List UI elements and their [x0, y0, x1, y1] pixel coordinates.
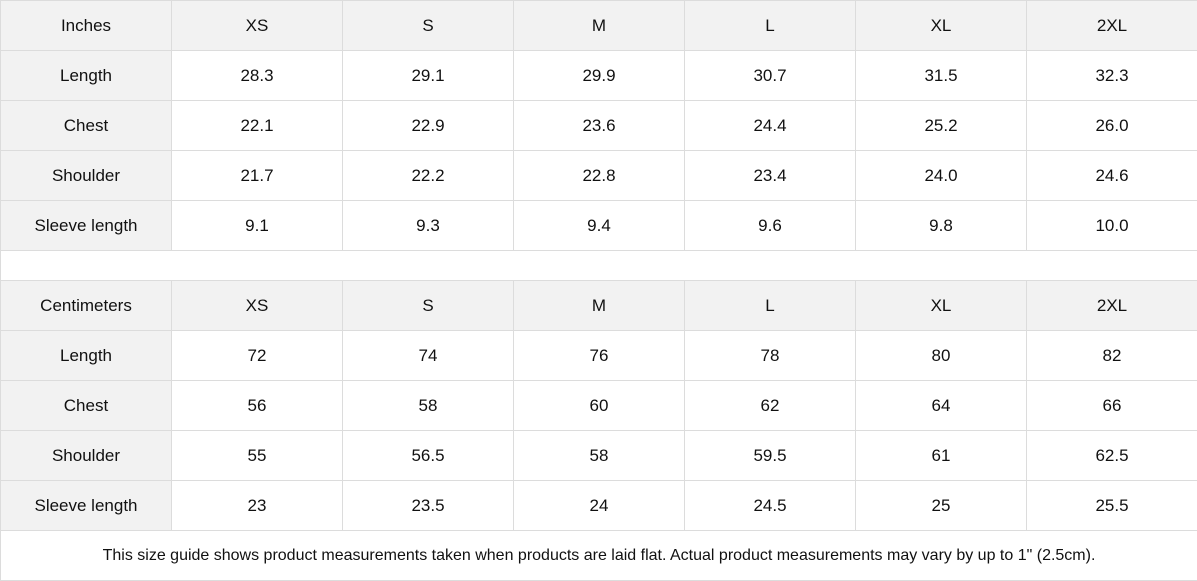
measurement-value: 24 — [514, 481, 685, 531]
measurement-value: 60 — [514, 381, 685, 431]
footnote-row: This size guide shows product measuremen… — [1, 531, 1197, 581]
measurement-value: 64 — [856, 381, 1027, 431]
measurement-value: 82 — [1027, 331, 1197, 381]
measurement-label: Shoulder — [1, 151, 172, 201]
size-header: M — [514, 281, 685, 331]
measurement-value: 24.4 — [685, 101, 856, 151]
measurement-value: 28.3 — [172, 51, 343, 101]
measurement-label: Chest — [1, 381, 172, 431]
measurement-value: 29.1 — [343, 51, 514, 101]
measurement-value: 30.7 — [685, 51, 856, 101]
measurement-value: 24.0 — [856, 151, 1027, 201]
size-header: M — [514, 1, 685, 51]
size-header: XS — [172, 281, 343, 331]
measurement-value: 59.5 — [685, 431, 856, 481]
measurement-label: Length — [1, 51, 172, 101]
measurement-value: 26.0 — [1027, 101, 1197, 151]
measurement-value: 29.9 — [514, 51, 685, 101]
measurement-value: 22.1 — [172, 101, 343, 151]
measurement-value: 25 — [856, 481, 1027, 531]
measurement-value: 10.0 — [1027, 201, 1197, 251]
size-header: L — [685, 1, 856, 51]
measurement-value: 72 — [172, 331, 343, 381]
measurement-value: 24.6 — [1027, 151, 1197, 201]
measurement-value: 55 — [172, 431, 343, 481]
measurement-value: 25.2 — [856, 101, 1027, 151]
measurement-value: 23.6 — [514, 101, 685, 151]
measurement-value: 21.7 — [172, 151, 343, 201]
measurement-label: Shoulder — [1, 431, 172, 481]
measurement-value: 9.8 — [856, 201, 1027, 251]
measurement-value: 62 — [685, 381, 856, 431]
measurement-value: 66 — [1027, 381, 1197, 431]
measurement-value: 74 — [343, 331, 514, 381]
measurement-value: 78 — [685, 331, 856, 381]
spacer-cell — [1, 251, 1197, 281]
size-header: L — [685, 281, 856, 331]
measurement-value: 62.5 — [1027, 431, 1197, 481]
size-header: XL — [856, 1, 1027, 51]
unit-header: Inches — [1, 1, 172, 51]
measurement-value: 25.5 — [1027, 481, 1197, 531]
measurement-value: 58 — [514, 431, 685, 481]
measurement-value: 23 — [172, 481, 343, 531]
measurement-label: Length — [1, 331, 172, 381]
measurement-value: 23.5 — [343, 481, 514, 531]
measurement-value: 58 — [343, 381, 514, 431]
size-header: 2XL — [1027, 281, 1197, 331]
measurement-value: 61 — [856, 431, 1027, 481]
measurement-value: 76 — [514, 331, 685, 381]
size-header: S — [343, 1, 514, 51]
measurement-value: 56 — [172, 381, 343, 431]
measurement-value: 9.3 — [343, 201, 514, 251]
footnote: This size guide shows product measuremen… — [1, 531, 1197, 581]
measurement-value: 32.3 — [1027, 51, 1197, 101]
measurement-value: 22.2 — [343, 151, 514, 201]
size-header: XS — [172, 1, 343, 51]
size-header: 2XL — [1027, 1, 1197, 51]
measurement-value: 23.4 — [685, 151, 856, 201]
measurement-label: Sleeve length — [1, 201, 172, 251]
size-header: S — [343, 281, 514, 331]
measurement-value: 31.5 — [856, 51, 1027, 101]
measurement-value: 9.4 — [514, 201, 685, 251]
measurement-label: Chest — [1, 101, 172, 151]
table-spacer — [1, 251, 1197, 281]
measurement-value: 22.8 — [514, 151, 685, 201]
size-header: XL — [856, 281, 1027, 331]
measurement-value: 56.5 — [343, 431, 514, 481]
measurement-value: 9.1 — [172, 201, 343, 251]
measurement-value: 22.9 — [343, 101, 514, 151]
unit-header: Centimeters — [1, 281, 172, 331]
measurement-value: 9.6 — [685, 201, 856, 251]
measurement-value: 24.5 — [685, 481, 856, 531]
measurement-label: Sleeve length — [1, 481, 172, 531]
measurement-value: 80 — [856, 331, 1027, 381]
